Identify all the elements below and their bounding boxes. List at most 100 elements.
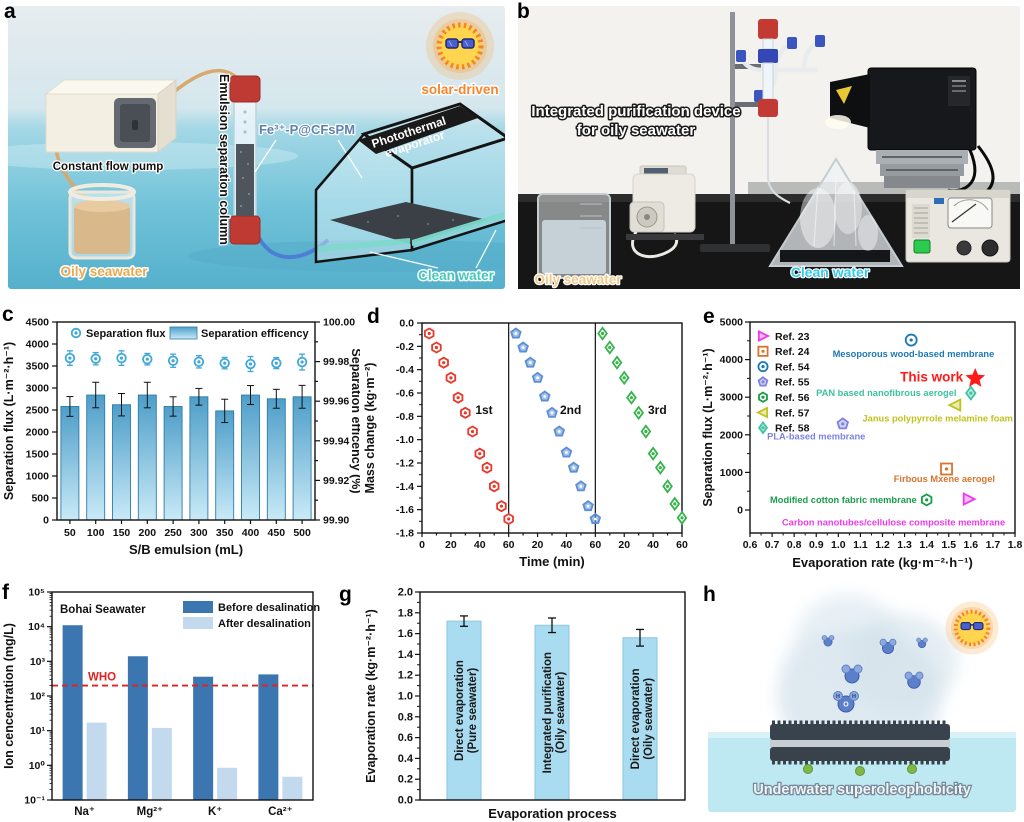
svg-text:450: 450 [268,527,286,539]
flux-points [64,350,308,373]
plot-frame [421,322,683,534]
device-label-line2: for oily seawater [577,122,696,139]
solar-driven-label: solar-driven [421,82,498,97]
svg-text:WHO: WHO [88,672,116,684]
svg-text:Modified cotton fabric membran: Modified cotton fabric membrane [770,495,917,505]
legend: Separation flux Separation efficency [70,326,309,340]
svg-text:Ref. 24: Ref. 24 [775,346,810,358]
svg-text:Carbon nanotubes/cellulose com: Carbon nanotubes/cellulose composite mem… [782,517,1005,527]
panel-b-letter: b [517,0,530,23]
panel-g-chart: Direct evaporation(Pure seawater) Integra… [364,587,686,821]
svg-text:-0.6: -0.6 [396,388,414,400]
separation-column-photo [758,19,791,204]
photothermal-evaporator [314,102,505,264]
svg-text:4000: 4000 [26,339,50,351]
axes: 0 500 1000 1500 2000 2500 3000 3500 4000 4500 99.9… [26,317,356,540]
svg-text:Separation efficency: Separation efficency [201,328,309,340]
svg-text:1.8: 1.8 [398,607,413,619]
svg-text:2000: 2000 [720,429,744,441]
svg-text:2500: 2500 [26,405,50,417]
callout-line [369,251,439,269]
bench-edge [518,194,1020,202]
svg-text:0.8: 0.8 [398,711,413,723]
panel-e-chart: 0.6 0.7 0.8 0.9 1.0 1.1 1.2 1.3 1.4 1.5 1.6 1.7 1.8 0… [701,317,1022,571]
svg-text:Time (min): Time (min) [519,554,585,569]
evaporation-bars: Direct evaporation(Pure seawater) Integra… [446,615,658,801]
emulsion-separation-column [229,75,261,245]
constant-flow-pump-label: Constant flow pump [53,161,164,173]
svg-text:100.00: 100.00 [323,317,355,329]
svg-text:5000: 5000 [720,317,744,329]
svg-text:3rd: 3rd [648,403,667,417]
svg-text:Janus polypyrrole melamine foa: Janus polypyrrole melamine foam [863,414,1013,424]
svg-text:40: 40 [647,539,659,551]
svg-text:Ref. 23: Ref. 23 [775,331,810,343]
callout-line [475,229,497,269]
svg-text:60: 60 [676,539,688,551]
panel-c-letter: c [2,303,14,326]
water-molecules: O H H [821,635,928,713]
legend: Ref. 23 Ref. 24 Ref. 54 Ref. 55 Ref. 56 Ref. … [755,329,810,435]
svg-text:-1.2: -1.2 [396,458,414,470]
svg-text:-1.4: -1.4 [396,481,414,493]
svg-text:0.0: 0.0 [399,318,414,330]
axes: 0.0 -0.2 -0.4 -0.6 -0.8 -1.0 -1.2 -1.4 -1.6 -1.8 0… [396,318,688,552]
svg-text:99.98: 99.98 [323,356,349,368]
svg-text:20: 20 [445,539,457,551]
clean-water-channel [318,238,410,252]
power-supply [905,189,1011,263]
svg-text:Ref. 55: Ref. 55 [775,377,810,389]
svg-text:-1.6: -1.6 [396,504,414,516]
svg-text:Ref. 58: Ref. 58 [775,423,810,435]
svg-text:Firbous Mxene aerogel: Firbous Mxene aerogel [894,474,995,484]
svg-text:4500: 4500 [26,317,50,329]
membrane-label: Fe³⁺-P@CFsPM [259,122,355,137]
svg-text:99.96: 99.96 [323,396,349,408]
svg-text:Evaporation rate (kg·m⁻²·h⁻¹): Evaporation rate (kg·m⁻²·h⁻¹) [364,609,378,783]
svg-text:20: 20 [618,539,630,551]
svg-text:0.2: 0.2 [398,774,413,786]
svg-text:1000: 1000 [720,467,744,479]
svg-text:0: 0 [419,539,425,551]
svg-text:Ref. 56: Ref. 56 [775,392,810,404]
clean-water-label-b: Clean water [791,264,870,280]
svg-text:10⁻¹: 10⁻¹ [24,795,45,807]
svg-text:10⁴: 10⁴ [28,621,45,633]
bar-error-bars [66,381,306,424]
svg-text:Evaporation process: Evaporation process [488,806,617,821]
svg-text:Mesoporous wood-based membrane: Mesoporous wood-based membrane [833,349,995,359]
svg-text:60: 60 [503,539,515,551]
svg-text:H: H [852,694,856,700]
svg-text:50: 50 [64,527,76,539]
oily-seawater-label-a: Oily seawater [60,264,148,279]
membrane [770,720,950,765]
clean-water-label-a: Clean water [418,268,495,283]
svg-text:2000: 2000 [26,427,50,439]
svg-text:H: H [836,694,840,700]
svg-text:1.3: 1.3 [897,539,912,551]
svg-text:1.2: 1.2 [398,670,413,682]
svg-text:PAN based nanofibrous aerogel: PAN based nanofibrous aerogel [816,388,956,398]
svg-text:10¹: 10¹ [30,725,46,737]
svg-text:K⁺: K⁺ [208,806,222,818]
svg-text:Ref. 54: Ref. 54 [775,361,810,373]
svg-text:1st: 1st [475,403,492,417]
svg-text:0.6: 0.6 [398,732,413,744]
svg-text:1.7: 1.7 [986,539,1001,551]
underwater-superoleophobicity-label: Underwater superoleophobicity [753,782,971,798]
axes: 10⁻¹ 10⁰ 10¹ 10² 10³ 10⁴ 10⁵ Na⁺ Mg²⁺ K⁺ Ca²⁺ [24,587,292,819]
panel-d-chart: 0.0 -0.2 -0.4 -0.6 -0.8 -1.0 -1.2 -1.4 -1.6 -1.8 0… [363,318,688,570]
svg-text:1.0: 1.0 [831,539,846,551]
svg-text:0: 0 [43,515,49,527]
roof-band [358,106,478,154]
svg-text:2.0: 2.0 [398,587,413,599]
svg-text:-0.8: -0.8 [396,411,414,423]
svg-text:500: 500 [31,493,49,505]
svg-text:350: 350 [216,527,234,539]
h2o-molecule: O H H [833,691,859,713]
panel-h-schematic: O H H Underwater superoleophobicity [708,594,1016,812]
svg-text:After desalination: After desalination [218,618,311,630]
legend: Before desalination After desalination [183,601,320,630]
svg-text:20: 20 [532,539,544,551]
svg-text:Before desalination: Before desalination [218,602,320,614]
